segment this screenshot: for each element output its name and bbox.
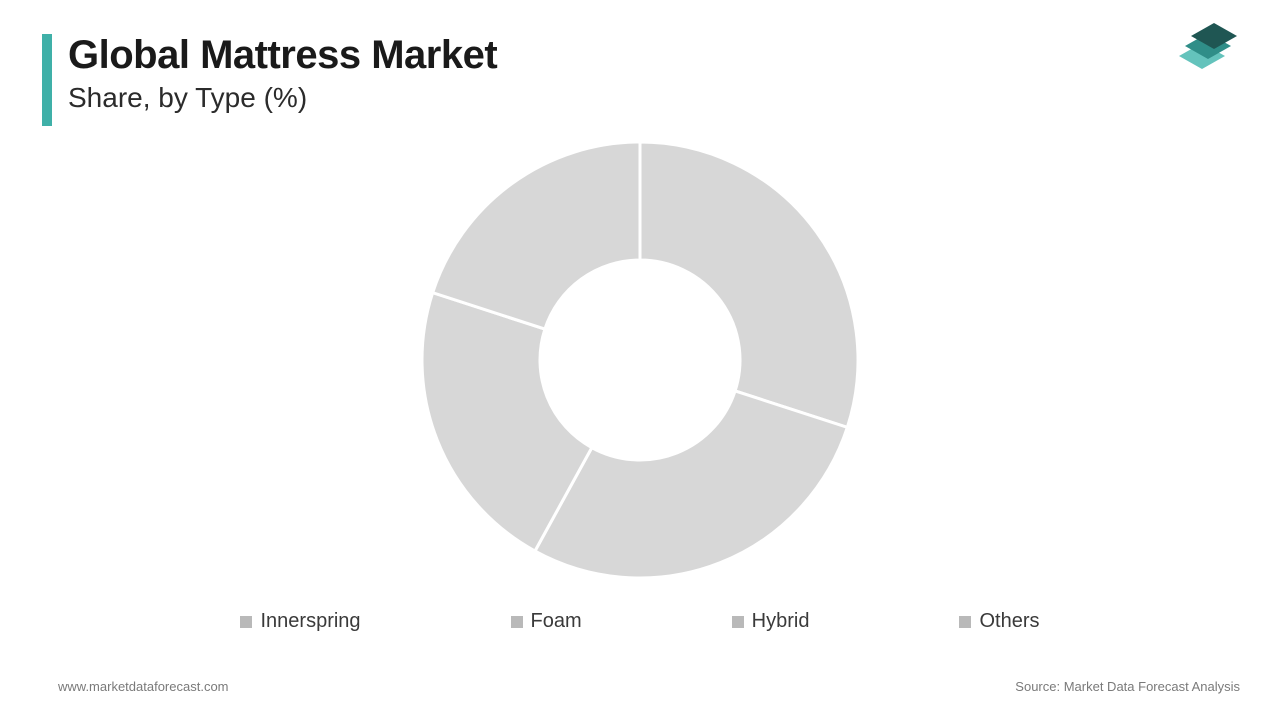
footer-url: www.marketdataforecast.com — [58, 679, 229, 694]
donut-svg — [420, 140, 860, 580]
legend-swatch — [959, 616, 971, 628]
legend-item: Foam — [511, 610, 582, 633]
legend-item: Hybrid — [732, 610, 810, 633]
legend-label: Innerspring — [260, 610, 360, 633]
legend-label: Foam — [531, 610, 582, 633]
brand-logo — [1172, 22, 1244, 91]
footer-source: Source: Market Data Forecast Analysis — [1015, 679, 1240, 694]
donut-chart — [420, 140, 860, 580]
layers-icon — [1172, 22, 1244, 86]
header-text: Global Mattress Market Share, by Type (%… — [68, 34, 497, 114]
donut-hole — [540, 260, 740, 460]
legend: Innerspring Foam Hybrid Others — [0, 610, 1280, 633]
legend-label: Hybrid — [752, 610, 810, 633]
legend-swatch — [240, 616, 252, 628]
legend-item: Others — [959, 610, 1039, 633]
page-subtitle: Share, by Type (%) — [68, 82, 497, 114]
legend-swatch — [511, 616, 523, 628]
header: Global Mattress Market Share, by Type (%… — [42, 34, 497, 126]
legend-label: Others — [979, 610, 1039, 633]
page: Global Mattress Market Share, by Type (%… — [0, 0, 1280, 720]
page-title: Global Mattress Market — [68, 34, 497, 76]
legend-swatch — [732, 616, 744, 628]
accent-bar — [42, 34, 52, 126]
legend-item: Innerspring — [240, 610, 360, 633]
